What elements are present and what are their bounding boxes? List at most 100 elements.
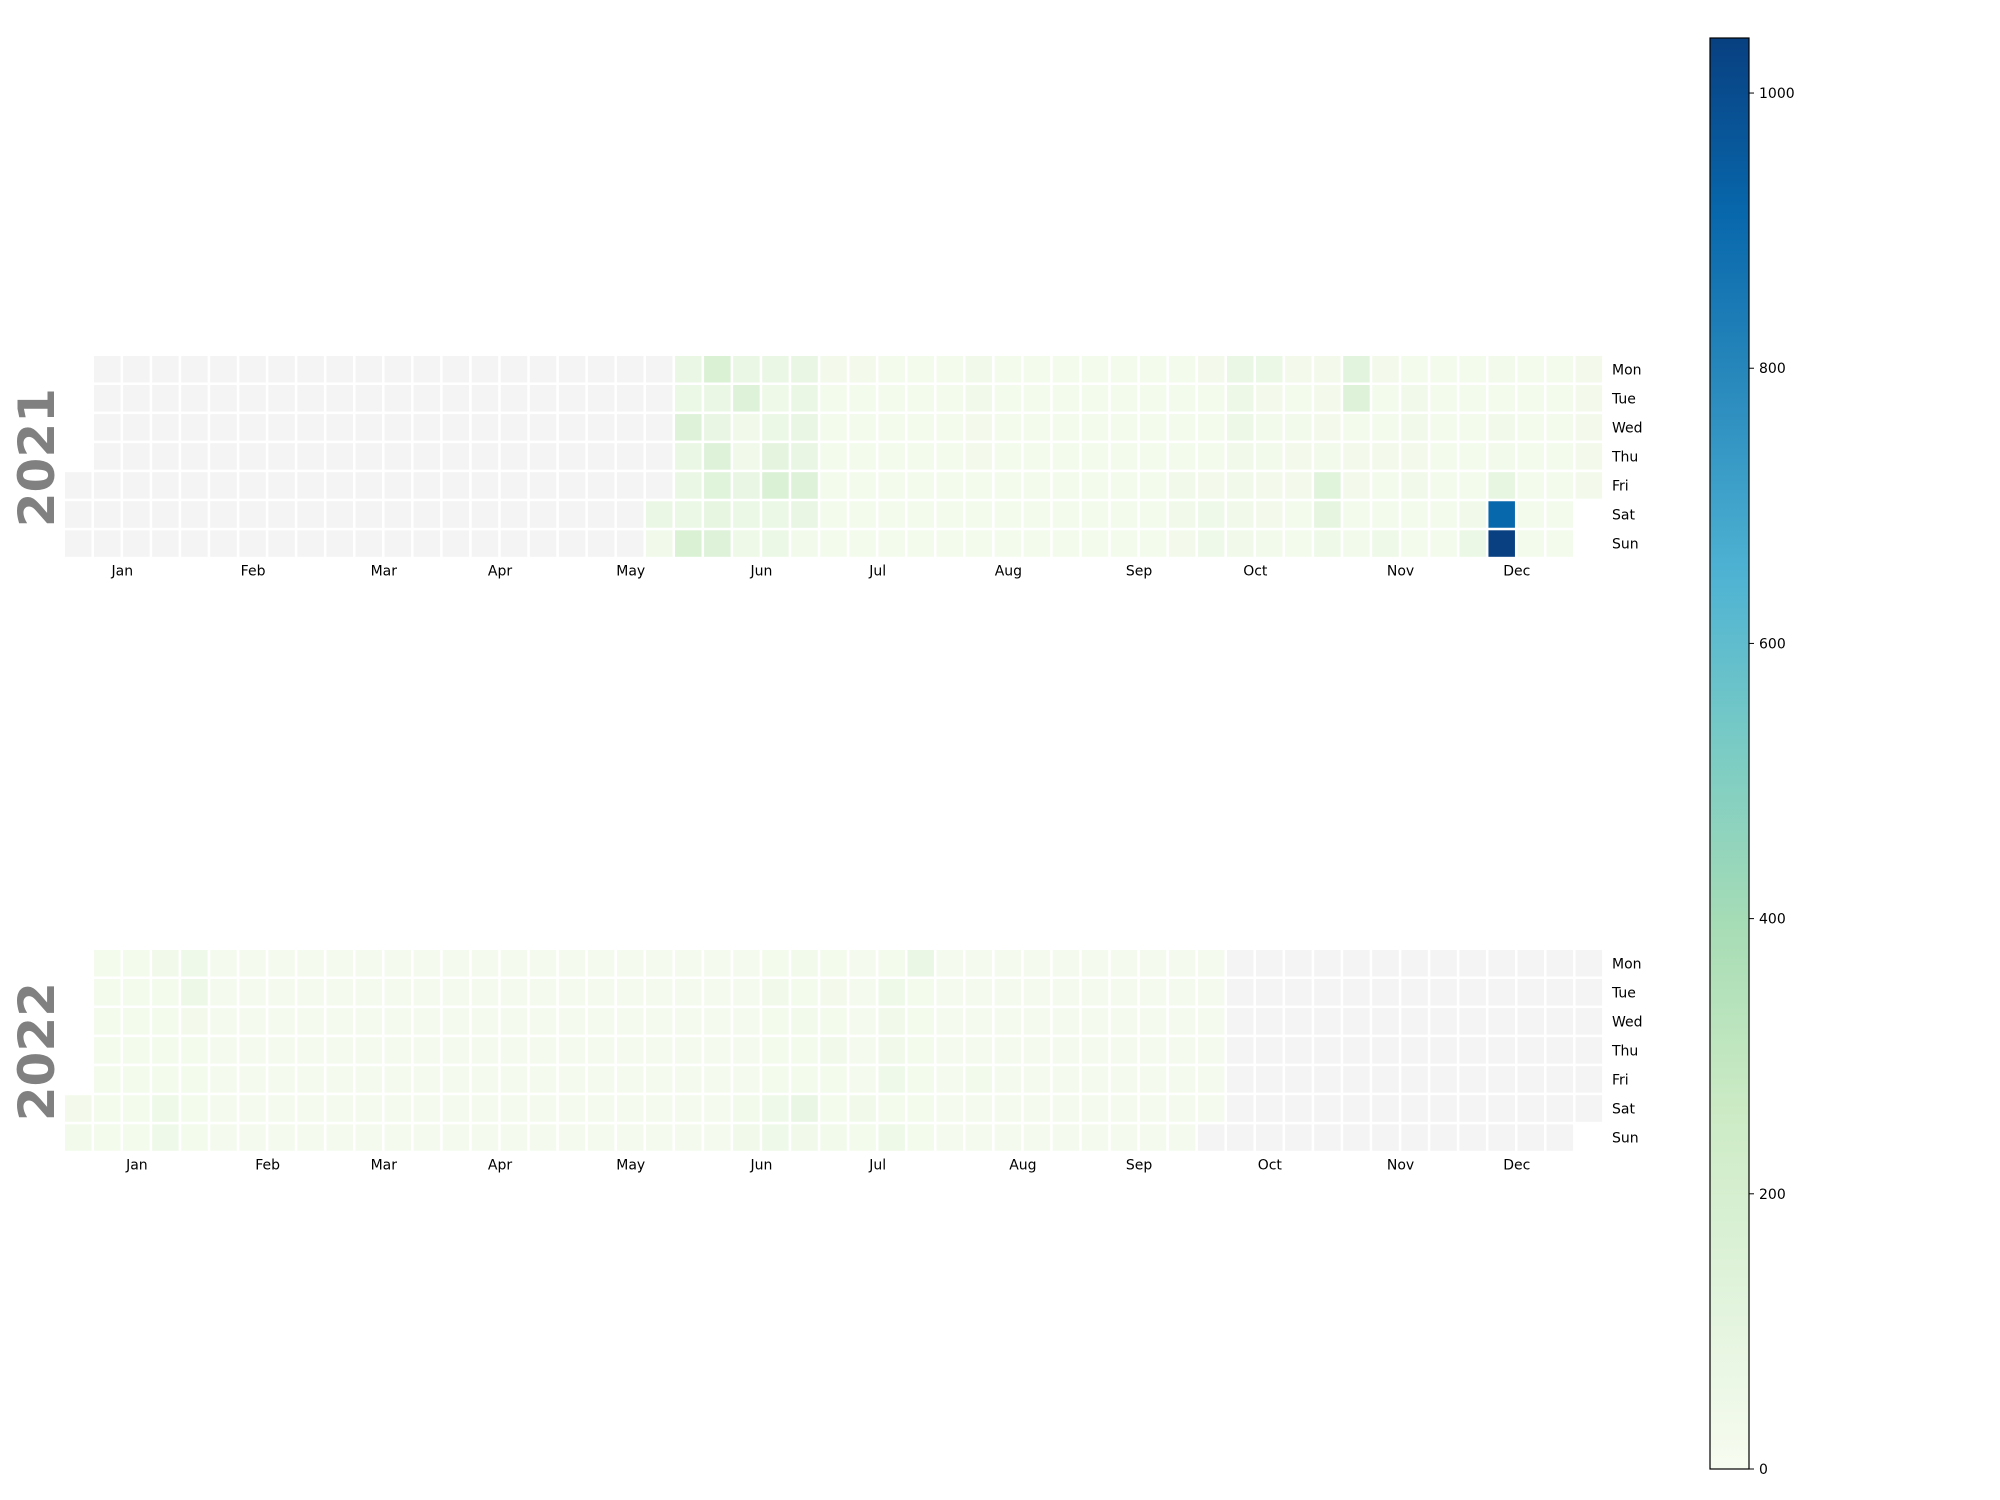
day-cell: 2021-07-06: 20 (849, 385, 876, 412)
day-cell: 2022-02-13: 15 (239, 1124, 266, 1151)
day-cell: 2021-09-27: 25 (1197, 356, 1225, 383)
day-cell: 2022-10-13 (1256, 1037, 1283, 1064)
month-label-jun: Jun (750, 1157, 773, 1173)
day-cell: 2022-06-07: 15 (733, 979, 760, 1006)
day-cell: 2021-05-12 (616, 414, 644, 441)
day-cell: 2021-09-01: 20 (1081, 414, 1109, 441)
day-cell: 2021-04-09 (471, 472, 499, 499)
colorbar-tick-label: 1000 (1759, 86, 1795, 102)
day-cell: 2021-03-22 (413, 356, 441, 383)
day-cell: 2022-10-01: 15 (1197, 1095, 1225, 1122)
day-cell: 2022-06-04: 15 (704, 1095, 731, 1122)
day-cell: 2022-07-02: 20 (820, 1095, 847, 1122)
day-cell: 2022-08-03: 15 (965, 1008, 993, 1035)
day-cell: 2022-08-29: 15 (1081, 950, 1109, 977)
day-cell: 2021-08-17: 20 (1023, 385, 1051, 412)
day-cell: 2021-12-18: 20 (1517, 501, 1544, 528)
day-cell: 2021-10-30: 100 (1314, 501, 1341, 528)
day-cell: 2022-10-07 (1227, 1066, 1254, 1093)
day-cell: 2022-08-28: 15 (1052, 1124, 1080, 1151)
day-cell: 2021-02-12 (239, 472, 266, 499)
day-cell: 2022-10-06 (1227, 1037, 1254, 1064)
day-cell: 2022-02-26: 15 (297, 1095, 324, 1122)
day-cell: 2021-03-12 (355, 472, 382, 499)
day-cell: 2022-09-09: 15 (1110, 1066, 1138, 1093)
month-label-aug: Aug (995, 563, 1022, 579)
day-cell: 2022-04-02: 15 (442, 1095, 470, 1122)
day-cell: 2021-01-18 (152, 356, 179, 383)
day-cell: 2021-01-03 (65, 530, 92, 557)
day-cell: 2021-01-28 (181, 443, 208, 470)
day-cell: 2021-12-20: 20 (1546, 356, 1574, 383)
day-cell: 2022-08-26: 15 (1052, 1066, 1080, 1093)
day-cell: 2021-05-28: 70 (675, 472, 702, 499)
day-cell: 2022-10-25 (1314, 979, 1341, 1006)
day-cell: 2022-02-19: 15 (268, 1095, 295, 1122)
day-cell: 2021-09-18: 20 (1139, 501, 1167, 528)
day-cell: 2021-08-12: 20 (994, 443, 1022, 470)
day-cell: 2021-05-14 (616, 472, 644, 499)
day-cell: 2022-07-17: 50 (878, 1124, 905, 1151)
day-cell: 2022-03-08: 15 (355, 979, 382, 1006)
day-cell: 2022-09-14: 15 (1139, 1008, 1167, 1035)
day-cell: 2021-03-14 (355, 530, 382, 557)
day-cell: 2021-11-20: 20 (1401, 501, 1428, 528)
day-cell: 2021-07-18: 20 (878, 530, 905, 557)
day-cell: 2022-07-30: 15 (936, 1095, 963, 1122)
year-panel-2021: 2021-01-012021-01-022021-01-03 2021-01-04… (8, 356, 1643, 579)
day-cell: 2021-10-12: 25 (1256, 385, 1283, 412)
day-cell: 2021-11-29: 20 (1459, 356, 1486, 383)
day-cell: 2022-03-22: 15 (413, 979, 441, 1006)
day-cell: 2021-12-11: 910 (1488, 501, 1515, 528)
day-cell: 2022-11-20 (1401, 1124, 1428, 1151)
day-cell: 2021-05-08 (587, 501, 615, 528)
day-cell: 2022-02-09: 15 (239, 1008, 266, 1035)
month-label-sep: Sep (1126, 563, 1153, 579)
day-cell: 2021-06-29: 20 (820, 385, 847, 412)
day-cell: 2021-12-31: 25 (1575, 472, 1603, 499)
day-cell: 2021-05-31: 170 (704, 356, 731, 383)
day-cell: 2022-10-15 (1256, 1095, 1283, 1122)
day-cell: 2021-05-09 (587, 530, 615, 557)
day-cell: 2022-08-11: 15 (994, 1037, 1022, 1064)
day-cell: 2022-07-08: 15 (849, 1066, 876, 1093)
day-cell: 2021-10-22: 25 (1285, 472, 1312, 499)
day-cell: 2022-06-28: 25 (820, 979, 847, 1006)
day-cell: 2021-03-10 (355, 414, 382, 441)
day-cell: 2022-12-10 (1488, 1095, 1515, 1122)
day-cell: 2021-01-08 (94, 472, 121, 499)
day-cell: 2022-12-12 (1517, 950, 1544, 977)
day-cell: 2022-09-01: 15 (1081, 1037, 1109, 1064)
day-cell: 2021-08-26: 20 (1052, 443, 1080, 470)
day-label-sat: Sat (1612, 1102, 1635, 1118)
day-cell: 2021-12-25: 20 (1546, 501, 1574, 528)
day-cell: 2022-11-01 (1343, 979, 1370, 1006)
day-cell: 2022-12-30 (1575, 1066, 1603, 1093)
day-cell: 2022-01-30: 20 (181, 1124, 208, 1151)
day-cell: 2022-08-06: 15 (965, 1095, 993, 1122)
day-cell: 2022-12-16 (1517, 1066, 1544, 1093)
day-cell: 2022-05-11: 15 (616, 1008, 644, 1035)
day-cell: 2021-09-05: 20 (1081, 530, 1109, 557)
day-cell: 2021-02-28 (297, 530, 324, 557)
day-cell: 2022-07-14: 40 (878, 1037, 905, 1064)
day-cell: 2022-03-06: 15 (326, 1124, 353, 1151)
day-cell: 2021-04-19 (529, 356, 557, 383)
day-cell: 2022-11-28 (1459, 950, 1486, 977)
day-cell: 2021-08-29: 20 (1052, 530, 1080, 557)
day-cell: 2022-07-03: 30 (820, 1124, 847, 1151)
day-cell: 2021-12-21: 20 (1546, 385, 1574, 412)
day-cell: 2022-01-21: 20 (152, 1066, 179, 1093)
day-cell: 2021-03-18 (384, 443, 412, 470)
day-cell: 2021-01-01 (65, 472, 92, 499)
month-label-jun: Jun (750, 563, 773, 579)
day-cell: 2021-01-17 (123, 530, 150, 557)
day-cell: 2022-03-14: 15 (384, 950, 412, 977)
day-cell: 2021-04-22 (529, 443, 557, 470)
day-cell: 2021-10-06: 55 (1227, 414, 1254, 441)
day-cell: 2021-10-26: 25 (1314, 385, 1341, 412)
day-cell: 2021-02-05 (210, 472, 237, 499)
day-cell: 2022-06-18: 45 (762, 1095, 789, 1122)
day-cell: 2021-01-21 (152, 443, 179, 470)
day-cell: 2022-10-31 (1343, 950, 1370, 977)
